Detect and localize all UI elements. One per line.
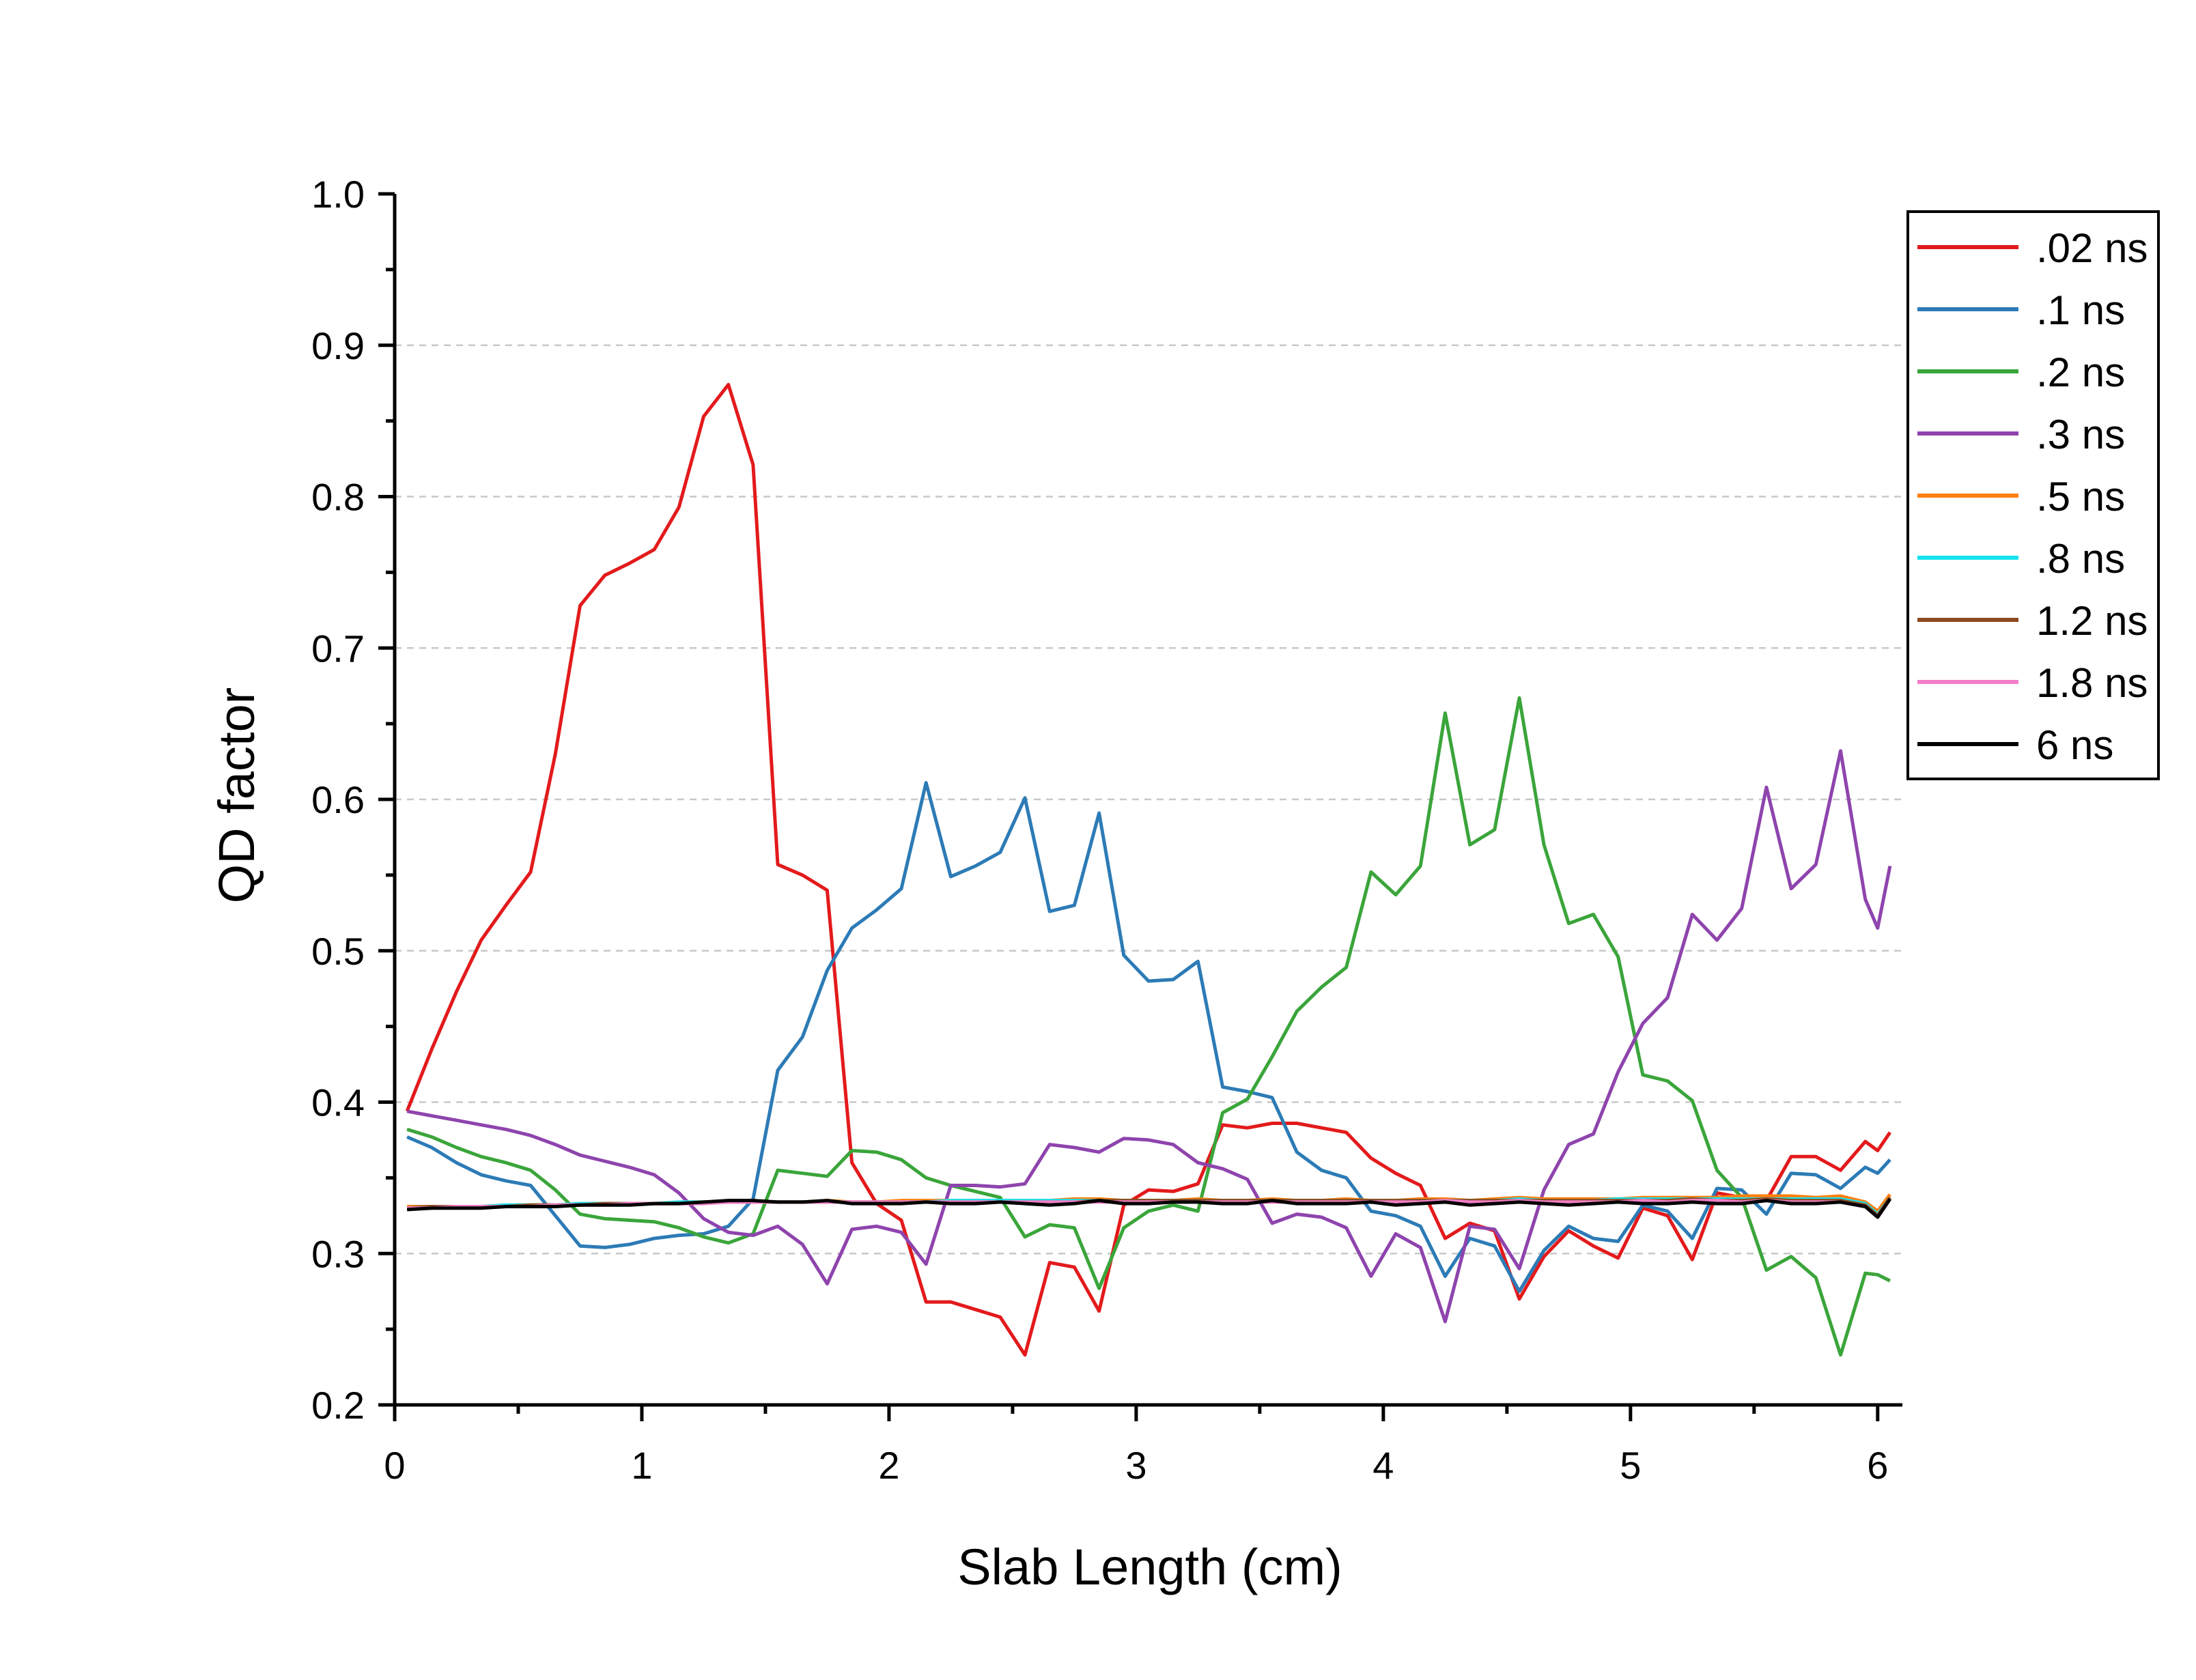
x-tick-label: 0 [384, 1444, 405, 1487]
y-tick-label: 0.3 [311, 1232, 365, 1275]
y-tick-label: 1.0 [311, 173, 365, 216]
legend-label: .02 ns [2036, 225, 2148, 271]
legend: .02 ns .1 ns .2 ns .3 ns .5 ns .8 ns 1.2 ns 1.8… [1906, 210, 2160, 780]
legend-label: 1.8 ns [2036, 660, 2148, 706]
y-tick-label: 0.7 [311, 627, 365, 670]
grid-lines [395, 344, 1902, 1255]
x-tick-label: 2 [878, 1444, 899, 1487]
legend-label: .8 ns [2036, 536, 2125, 582]
y-tick-label: 0.6 [311, 778, 365, 821]
legend-label: .1 ns [2036, 287, 2125, 333]
y-tick-label: 0.2 [311, 1384, 365, 1427]
legend-label: 6 ns [2036, 722, 2113, 768]
legend-label: .5 ns [2036, 474, 2125, 519]
series-lines [405, 382, 1892, 1357]
axis-ticks: 0.2 0.3 0.4 0.5 0.6 0.7 0.8 0.9 1.0 0 1 2 3 4 5 6 [311, 173, 1888, 1487]
legend-label: 1.2 ns [2036, 598, 2148, 644]
legend-label: .3 ns [2036, 412, 2125, 457]
series-line-1 [406, 781, 1891, 1294]
series-line-2 [406, 696, 1891, 1357]
legend-label: .2 ns [2036, 350, 2125, 395]
x-tick-label: 1 [631, 1444, 652, 1487]
x-tick-label: 4 [1372, 1444, 1394, 1487]
series-line-8 [406, 1197, 1891, 1219]
x-tick-label: 5 [1620, 1444, 1641, 1487]
y-tick-label: 0.8 [311, 476, 365, 519]
series-line-0 [405, 382, 1891, 1357]
y-tick-label: 0.5 [311, 930, 365, 973]
y-axis-title: QD factor [208, 687, 265, 904]
x-tick-label: 3 [1125, 1444, 1146, 1487]
x-tick-label: 6 [1867, 1444, 1888, 1487]
series-line-3 [406, 749, 1892, 1324]
y-tick-label: 0.4 [311, 1081, 365, 1124]
x-axis-title: Slab Length (cm) [957, 1539, 1342, 1595]
y-tick-label: 0.9 [311, 324, 365, 367]
